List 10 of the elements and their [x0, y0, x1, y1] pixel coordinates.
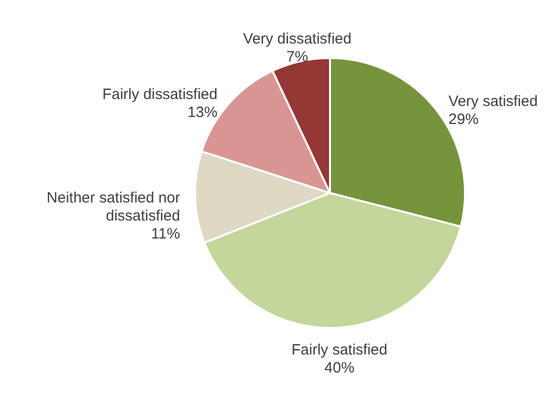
slice-label: Fairly satisfied — [291, 342, 388, 359]
slice-label: Fairly dissatisfied — [102, 86, 218, 103]
slice-label: Very dissatisfied — [243, 30, 352, 48]
slice-label: Neither satisfied nor dissatisfied — [46, 190, 180, 225]
data-label: 7% — [286, 48, 308, 66]
slice-label: Very satisfied — [448, 93, 538, 110]
data-label: 13% — [187, 104, 218, 121]
data-label: 29% — [448, 111, 479, 128]
data-label: 11% — [151, 226, 180, 243]
data-label: 40% — [324, 360, 354, 377]
